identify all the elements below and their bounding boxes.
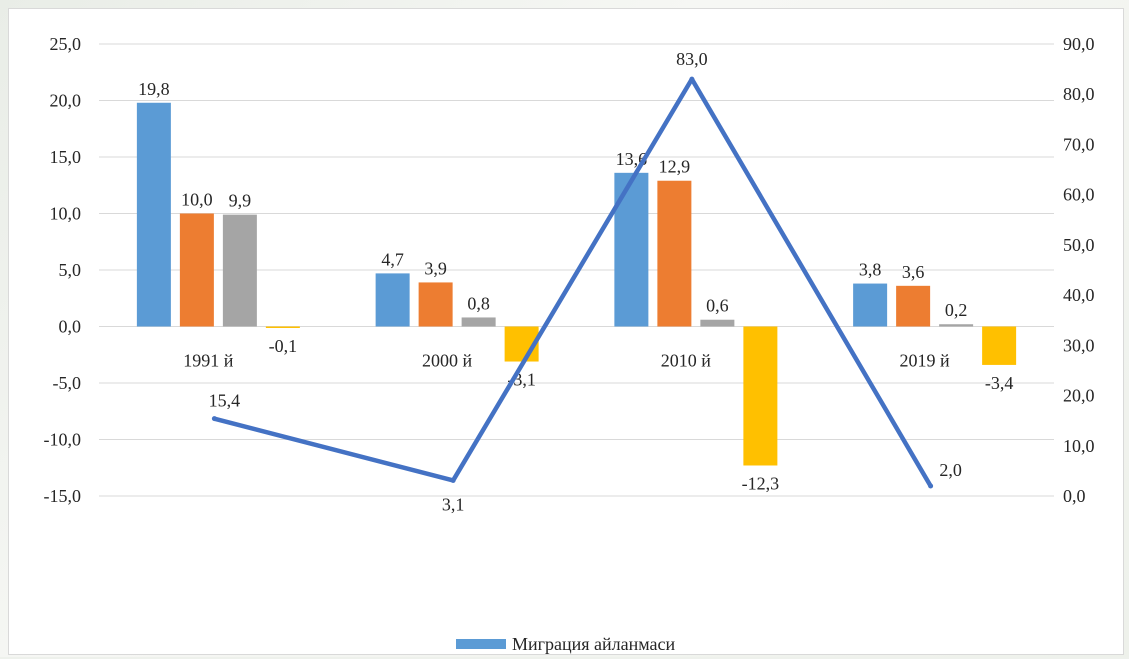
legend: Миграция айланмаси (456, 633, 675, 655)
y2-tick-label: 20,0 (1063, 386, 1095, 406)
bar-data-label: 0,8 (467, 293, 490, 313)
bar (418, 282, 453, 327)
bar (265, 326, 300, 328)
category-label: 2000 й (422, 351, 473, 371)
bar-data-label: 3,6 (902, 262, 925, 282)
bar-data-label: -0,1 (269, 336, 298, 356)
category-label: 2019 й (900, 351, 951, 371)
line-point (928, 483, 934, 489)
line-series-migration (213, 76, 933, 488)
y-tick-label: 20,0 (50, 91, 82, 111)
bar (657, 180, 692, 327)
line-point (211, 416, 217, 422)
bar (179, 213, 214, 327)
legend-label: Миграция айланмаси (512, 633, 676, 654)
bar-data-label: 12,9 (659, 157, 691, 177)
y-tick-label: 15,0 (50, 147, 82, 167)
y2-tick-label: 30,0 (1063, 335, 1095, 355)
bar (896, 285, 931, 327)
bar (939, 324, 974, 327)
bar-data-label: -3,4 (985, 373, 1014, 393)
y-tick-label: 25,0 (50, 34, 82, 54)
y-tick-label: -15,0 (44, 486, 82, 506)
legend-swatch (456, 639, 506, 649)
bar-data-label: -12,3 (742, 473, 780, 493)
y2-tick-label: 10,0 (1063, 436, 1095, 456)
chart-panel: 25,0 20,0 15,0 10,0 5,0 0,0 -5,0 -10,0 -15,0 90,0… (8, 8, 1124, 655)
y-tick-label: -5,0 (53, 373, 82, 393)
line-point (689, 76, 695, 82)
bar (982, 326, 1017, 365)
y2-tick-label: 60,0 (1063, 185, 1095, 205)
y2-tick-label: 40,0 (1063, 285, 1095, 305)
bar-data-label: 19,8 (138, 79, 170, 99)
bar-data-label: 3,9 (424, 258, 447, 278)
bar (136, 102, 171, 327)
bar (743, 326, 778, 466)
line-point (450, 477, 456, 483)
bar (700, 319, 735, 327)
category-label: 1991 й (183, 351, 234, 371)
y-tick-label: -10,0 (44, 430, 82, 450)
y-tick-label: 10,0 (50, 204, 82, 224)
y-tick-label: 0,0 (59, 317, 82, 337)
bar-data-label: 0,6 (706, 296, 729, 316)
line-data-label: 2,0 (939, 460, 962, 480)
y2-tick-label: 70,0 (1063, 134, 1095, 154)
line-data-label: 15,4 (209, 391, 241, 411)
bar (614, 172, 649, 327)
bar-data-label: 4,7 (381, 249, 404, 269)
bar (375, 273, 410, 327)
bar-data-label: 0,2 (945, 300, 968, 320)
y2-tick-label: 80,0 (1063, 84, 1095, 104)
bar-data-label: 10,0 (181, 190, 213, 210)
line-data-label: 3,1 (442, 494, 465, 514)
bar (461, 317, 496, 327)
bar-data-label: 9,9 (229, 191, 252, 211)
bar (222, 214, 257, 327)
category-label: 2010 й (661, 351, 712, 371)
y2-tick-label: 0,0 (1063, 486, 1086, 506)
y-tick-label: 5,0 (59, 260, 82, 280)
y2-tick-label: 90,0 (1063, 34, 1095, 54)
bar (853, 283, 888, 327)
bar-data-label: 3,8 (859, 260, 882, 280)
combo-chart: 25,0 20,0 15,0 10,0 5,0 0,0 -5,0 -10,0 -15,0 90,0… (44, 34, 1095, 514)
y2-tick-label: 50,0 (1063, 235, 1095, 255)
line-data-label: 83,0 (676, 49, 708, 69)
